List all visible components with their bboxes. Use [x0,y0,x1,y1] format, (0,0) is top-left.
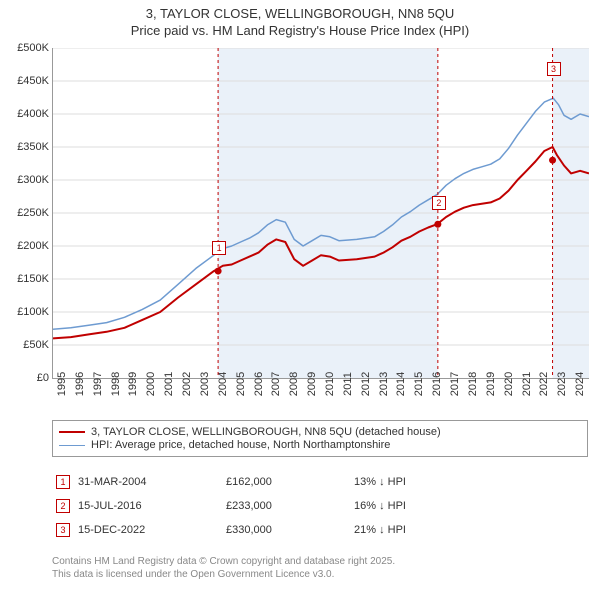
sale-marker-icon: 3 [56,523,70,537]
sale-delta: 21% ↓ HPI [354,524,588,536]
x-axis-label: 2007 [270,372,282,396]
sale-date: 31-MAR-2004 [78,476,218,488]
x-axis-label: 2011 [342,372,354,396]
y-axis-label: £250K [1,207,49,219]
y-axis-label: £0 [1,372,49,384]
x-axis-label: 2010 [324,372,336,396]
title-line2: Price paid vs. HM Land Registry's House … [0,23,600,40]
x-axis-label: 2000 [145,372,157,396]
title-line1: 3, TAYLOR CLOSE, WELLINGBOROUGH, NN8 5QU [0,6,600,23]
legend-swatch-price-paid [59,431,85,433]
sale-marker-callout: 3 [547,62,561,76]
x-axis-label: 1995 [56,372,68,396]
x-axis-label: 1996 [74,372,86,396]
y-axis-label: £400K [1,108,49,120]
y-axis-label: £200K [1,240,49,252]
x-axis-label: 2003 [199,372,211,396]
sale-marker-callout: 1 [212,241,226,255]
sale-date: 15-JUL-2016 [78,500,218,512]
sales-table: 1 31-MAR-2004 £162,000 13% ↓ HPI 2 15-JU… [52,470,588,542]
y-axis-label: £350K [1,141,49,153]
x-axis-ticks: 1995199619971998199920002001200220032004… [52,380,588,420]
x-axis-label: 2021 [521,372,533,396]
x-axis-label: 2001 [163,372,175,396]
y-axis-label: £100K [1,306,49,318]
legend-label-hpi: HPI: Average price, detached house, Nort… [91,439,390,451]
sale-marker-callout: 2 [432,196,446,210]
sale-marker-icon: 1 [56,475,70,489]
x-axis-label: 2006 [253,372,265,396]
x-axis-label: 2016 [431,372,443,396]
y-axis-label: £300K [1,174,49,186]
x-axis-label: 2020 [503,372,515,396]
sale-marker-icon: 2 [56,499,70,513]
sale-row: 2 15-JUL-2016 £233,000 16% ↓ HPI [52,494,588,518]
attribution: Contains HM Land Registry data © Crown c… [52,555,588,581]
x-axis-label: 2024 [574,372,586,396]
x-axis-label: 2023 [556,372,568,396]
sale-delta: 16% ↓ HPI [354,500,588,512]
legend-label-price-paid: 3, TAYLOR CLOSE, WELLINGBOROUGH, NN8 5QU… [91,426,441,438]
legend-row-price-paid: 3, TAYLOR CLOSE, WELLINGBOROUGH, NN8 5QU… [59,426,581,438]
chart-title: 3, TAYLOR CLOSE, WELLINGBOROUGH, NN8 5QU… [0,0,600,40]
x-axis-label: 2017 [449,372,461,396]
x-axis-label: 2015 [413,372,425,396]
x-axis-label: 2014 [395,372,407,396]
x-axis-label: 2012 [360,372,372,396]
y-axis-label: £50K [1,339,49,351]
x-axis-label: 2009 [306,372,318,396]
sale-row: 1 31-MAR-2004 £162,000 13% ↓ HPI [52,470,588,494]
x-axis-label: 2019 [485,372,497,396]
sale-price: £162,000 [226,476,346,488]
sale-delta: 13% ↓ HPI [354,476,588,488]
y-axis-label: £150K [1,273,49,285]
x-axis-label: 2008 [288,372,300,396]
sale-row: 3 15-DEC-2022 £330,000 21% ↓ HPI [52,518,588,542]
legend-swatch-hpi [59,445,85,446]
x-axis-label: 1999 [127,372,139,396]
x-axis-label: 2004 [217,372,229,396]
y-axis-label: £450K [1,75,49,87]
x-axis-label: 2022 [538,372,550,396]
sale-date: 15-DEC-2022 [78,524,218,536]
x-axis-label: 2002 [181,372,193,396]
x-axis-label: 2013 [378,372,390,396]
x-axis-label: 2018 [467,372,479,396]
attribution-line2: This data is licensed under the Open Gov… [52,568,588,581]
legend-row-hpi: HPI: Average price, detached house, Nort… [59,439,581,451]
attribution-line1: Contains HM Land Registry data © Crown c… [52,555,588,568]
sale-price: £330,000 [226,524,346,536]
x-axis-label: 2005 [235,372,247,396]
sale-price: £233,000 [226,500,346,512]
line-chart-svg [53,48,589,378]
x-axis-label: 1998 [110,372,122,396]
y-axis-label: £500K [1,42,49,54]
legend: 3, TAYLOR CLOSE, WELLINGBOROUGH, NN8 5QU… [52,420,588,457]
chart-plot-area: £0£50K£100K£150K£200K£250K£300K£350K£400… [52,48,589,379]
x-axis-label: 1997 [92,372,104,396]
